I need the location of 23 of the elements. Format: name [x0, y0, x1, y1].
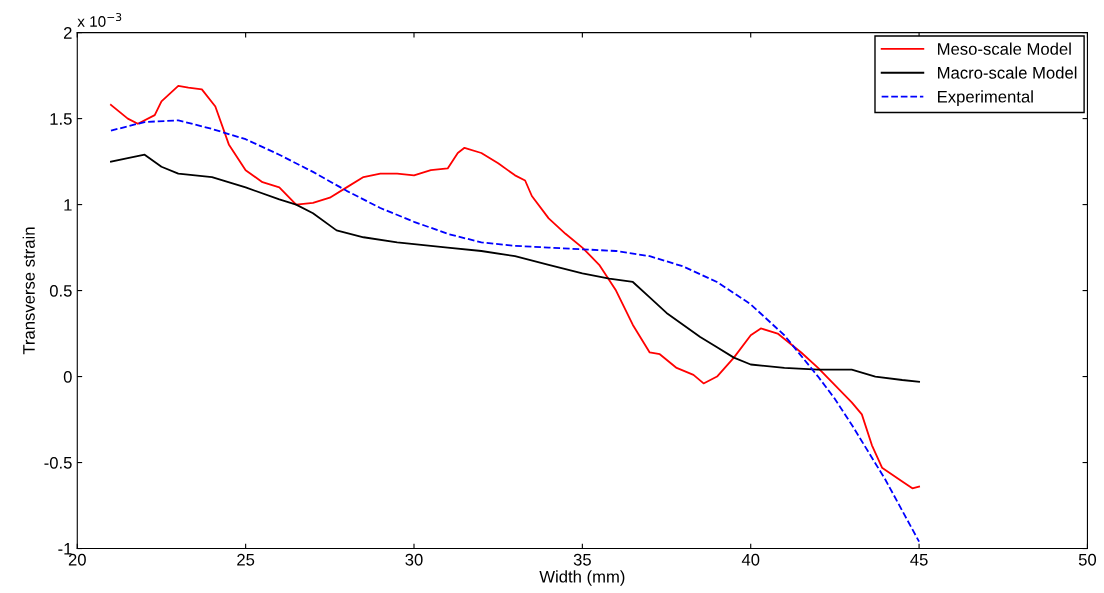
legend-label: Macro-scale Model	[938, 66, 1077, 79]
y-tick-label: -1	[58, 543, 72, 555]
text: x 10$^{−3}$	[77, 12, 122, 27]
y-tick-label: 1	[64, 199, 72, 211]
x-tick-label: 45	[910, 554, 928, 566]
line-series	[110, 85, 920, 490]
line-series	[110, 153, 920, 383]
x-tick-label: 20	[68, 553, 86, 566]
y-tick-label: 2	[63, 27, 72, 39]
x-axis-title: Width (mm)	[539, 570, 625, 586]
x-tick-label: 40	[741, 553, 760, 566]
x-tick-label: 30	[405, 553, 423, 566]
legend-label: Meso-scale Model	[938, 42, 1071, 55]
x-tick-label: 25	[237, 553, 255, 566]
x-tick-label: 50	[1078, 553, 1097, 566]
legend-label: Experimental	[938, 90, 1033, 106]
y-tick-label: -0.5	[44, 456, 72, 469]
x-tick-label: 35	[573, 553, 591, 566]
y-tick-label: 0	[63, 370, 72, 383]
y-axis-title: Transverse strain	[22, 227, 35, 355]
y-tick-label: 1.5	[50, 113, 72, 125]
line-series	[110, 119, 920, 543]
y-tick-label: 0.5	[49, 284, 72, 297]
